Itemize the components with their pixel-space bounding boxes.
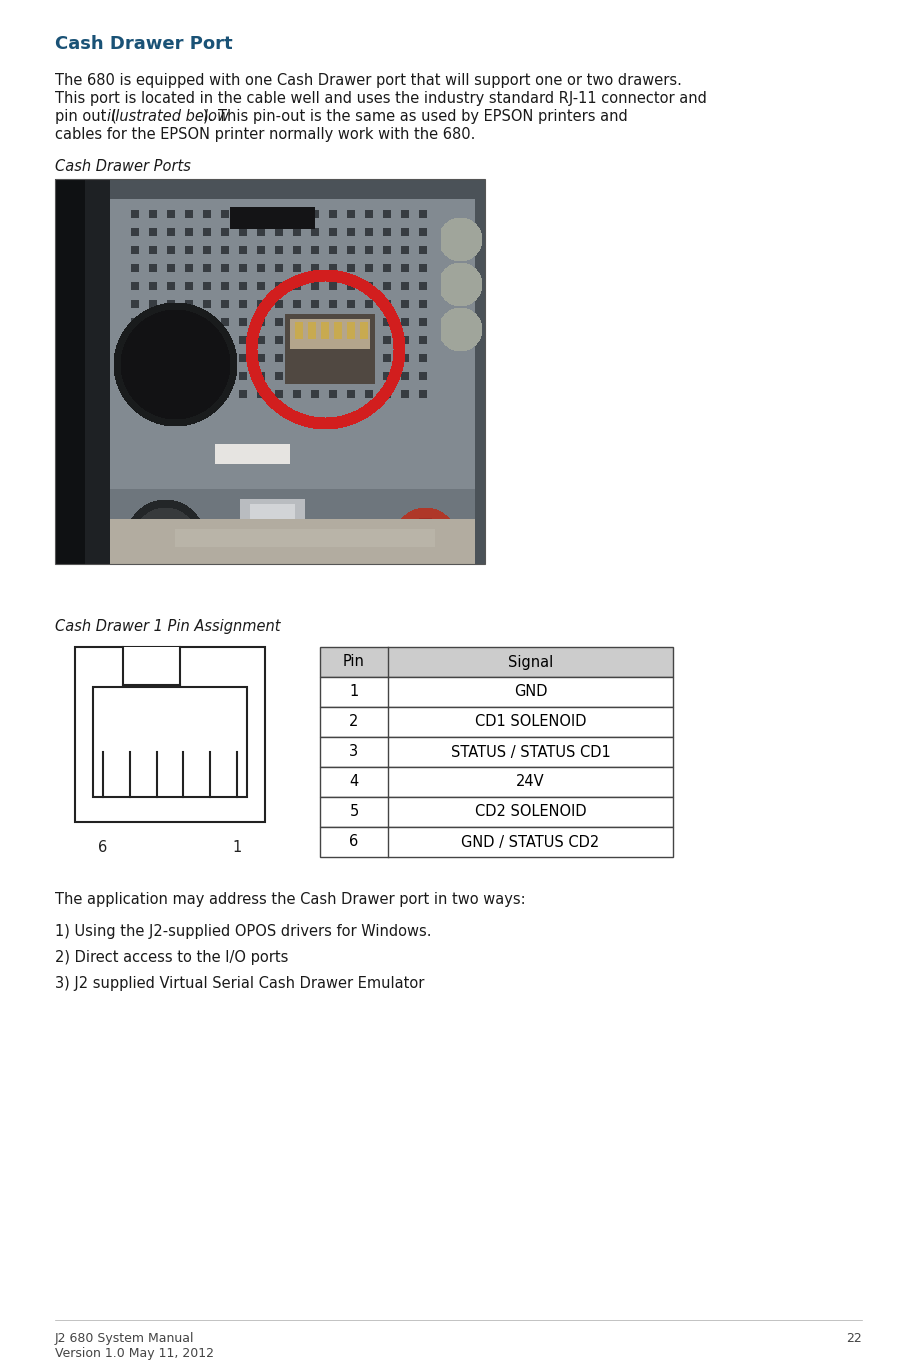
Bar xyxy=(320,737,673,767)
Text: GND: GND xyxy=(513,684,547,699)
Text: 2) Direct access to the I/O ports: 2) Direct access to the I/O ports xyxy=(55,950,288,965)
Bar xyxy=(93,687,247,797)
Text: 6: 6 xyxy=(98,839,108,854)
Text: Pin: Pin xyxy=(343,654,365,669)
Bar xyxy=(75,647,265,822)
Text: Signal: Signal xyxy=(508,654,553,669)
Text: 22: 22 xyxy=(846,1332,862,1345)
Text: 1: 1 xyxy=(232,839,241,854)
Bar xyxy=(320,677,673,707)
Text: This port is located in the cable well and uses the industry standard RJ-11 conn: This port is located in the cable well a… xyxy=(55,91,707,106)
Text: illustrated below: illustrated below xyxy=(107,109,229,124)
Text: pin out (: pin out ( xyxy=(55,109,117,124)
Text: 24V: 24V xyxy=(516,774,545,789)
Text: 4: 4 xyxy=(349,774,358,789)
Text: 1: 1 xyxy=(349,684,358,699)
Text: ). This pin-out is the same as used by EPSON printers and: ). This pin-out is the same as used by E… xyxy=(203,109,628,124)
Bar xyxy=(55,179,485,564)
Text: Cash Drawer Ports: Cash Drawer Ports xyxy=(55,158,190,173)
Text: 5: 5 xyxy=(349,804,358,819)
Text: 3) J2 supplied Virtual Serial Cash Drawer Emulator: 3) J2 supplied Virtual Serial Cash Drawe… xyxy=(55,976,424,991)
Text: GND / STATUS CD2: GND / STATUS CD2 xyxy=(462,834,600,849)
Bar xyxy=(123,647,180,685)
Bar xyxy=(320,827,673,857)
Bar xyxy=(320,647,673,677)
Text: 1) Using the J2-supplied OPOS drivers for Windows.: 1) Using the J2-supplied OPOS drivers fo… xyxy=(55,924,432,939)
Text: The 680 is equipped with one Cash Drawer port that will support one or two drawe: The 680 is equipped with one Cash Drawer… xyxy=(55,72,682,87)
Text: J2 680 System Manual: J2 680 System Manual xyxy=(55,1332,194,1345)
Text: Cash Drawer 1 Pin Assignment: Cash Drawer 1 Pin Assignment xyxy=(55,618,280,633)
Text: Version 1.0 May 11, 2012: Version 1.0 May 11, 2012 xyxy=(55,1347,214,1360)
Bar xyxy=(320,797,673,827)
Text: Cash Drawer Port: Cash Drawer Port xyxy=(55,35,232,53)
Text: STATUS / STATUS CD1: STATUS / STATUS CD1 xyxy=(451,744,610,759)
Text: cables for the EPSON printer normally work with the 680.: cables for the EPSON printer normally wo… xyxy=(55,127,475,142)
Text: CD2 SOLENOID: CD2 SOLENOID xyxy=(474,804,586,819)
Text: CD1 SOLENOID: CD1 SOLENOID xyxy=(474,714,586,729)
Bar xyxy=(320,767,673,797)
Text: 2: 2 xyxy=(349,714,358,729)
Text: The application may address the Cash Drawer port in two ways:: The application may address the Cash Dra… xyxy=(55,891,526,906)
Text: 6: 6 xyxy=(349,834,358,849)
Bar xyxy=(320,707,673,737)
Text: 3: 3 xyxy=(349,744,358,759)
